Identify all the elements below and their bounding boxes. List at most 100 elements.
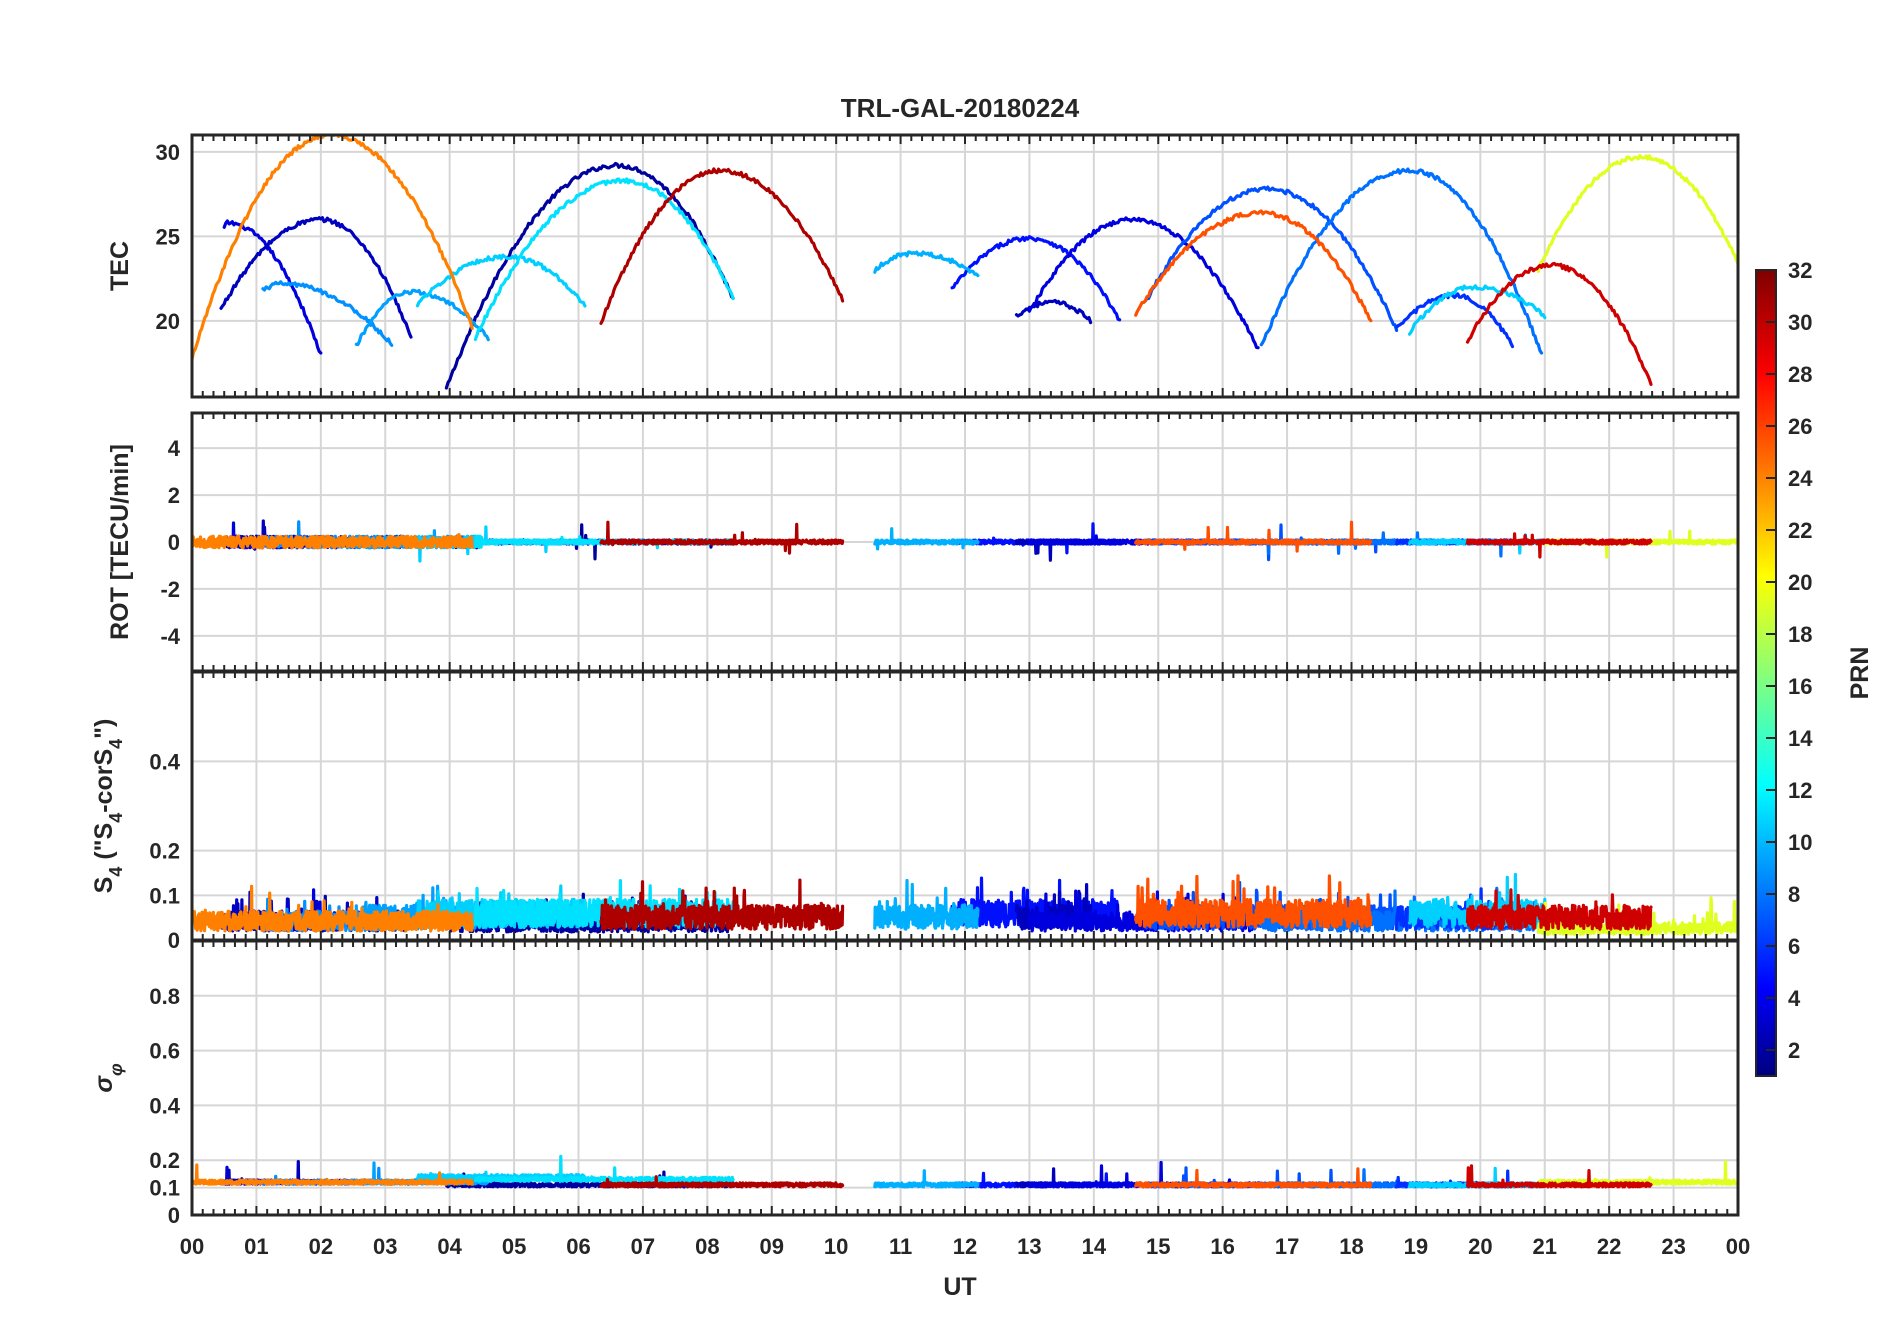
- colorbar-tick-label: 12: [1788, 778, 1812, 803]
- x-tick-label: 04: [437, 1234, 462, 1259]
- x-tick-label: 05: [502, 1234, 526, 1259]
- colorbar-tick-label: 22: [1788, 518, 1812, 543]
- x-tick-label: 03: [373, 1234, 397, 1259]
- series-line-prn-26: [1134, 209, 1373, 323]
- x-tick-label: 07: [631, 1234, 655, 1259]
- y-axis-label-part: -corS: [90, 749, 118, 813]
- y-tick-label: 0.6: [149, 1039, 180, 1064]
- y-tick-label: 0: [168, 1203, 180, 1228]
- colorbar-tick-label: 10: [1788, 830, 1812, 855]
- x-tick-label: 00: [1726, 1234, 1750, 1259]
- panel-sigma: 00.1 0.2 0.4 0.6 0.8 σφ: [90, 939, 1740, 1228]
- series-line-prn-11: [873, 250, 980, 278]
- series-line-prn-31: [599, 878, 845, 931]
- x-tick-label: 20: [1468, 1234, 1492, 1259]
- y-tick-label: 0: [168, 530, 180, 555]
- x-tick-label: 19: [1404, 1234, 1428, 1259]
- y-tick-label: 4: [168, 436, 181, 461]
- y-axis-label-part: S: [90, 877, 118, 894]
- series-line-prn-30: [1465, 1164, 1653, 1189]
- colorbar-gradient: [1755, 269, 1777, 1077]
- series-line-prn-13: [473, 1154, 735, 1184]
- colorbar-tick-label: 20: [1788, 570, 1812, 595]
- series-line-prn-7: [1143, 185, 1399, 332]
- y-axis-label-rot: ROT [TECU/min]: [106, 444, 134, 640]
- y-tick-label: 25: [156, 224, 180, 249]
- y-axis-label-tec: TEC: [106, 241, 134, 291]
- traces-tec: [192, 135, 1738, 390]
- x-tick-label: 22: [1597, 1234, 1621, 1259]
- series-line-prn-8: [1259, 167, 1544, 355]
- traces-rot: [192, 519, 1738, 563]
- x-axis-label: UT: [943, 1273, 976, 1301]
- x-tick-label: 15: [1146, 1234, 1170, 1259]
- y-axis-label-part: σ: [90, 1075, 118, 1093]
- y-tick-label: 0.2: [149, 1148, 180, 1173]
- x-tick-label: 14: [1082, 1234, 1107, 1259]
- y-tick-label: 0.8: [149, 984, 180, 1009]
- series-line-prn-4: [1027, 216, 1260, 350]
- colorbar-tick-label: 32: [1788, 258, 1812, 283]
- series-line-prn-31: [599, 520, 845, 555]
- colorbar-tick-label: 6: [1788, 934, 1800, 959]
- x-tick-label: 18: [1339, 1234, 1363, 1259]
- series-line-prn-11: [873, 527, 980, 551]
- series-line-prn-30: [1465, 261, 1653, 386]
- panel-tec: 20 25 30 TEC: [106, 133, 1740, 399]
- y-axis-label-sigma: σφ: [90, 1063, 126, 1093]
- panel-s4: 00.10.20.4S4 ("S4-corS4"): [90, 670, 1740, 953]
- series-line-prn-11: [873, 878, 980, 931]
- y-tick-label: -2: [160, 577, 180, 602]
- y-axis-label-s4: S4 ("S4-corS4"): [90, 719, 126, 894]
- colorbar-tick-label: 26: [1788, 414, 1812, 439]
- series-line-prn-30: [1465, 888, 1653, 931]
- x-tick-label: 12: [953, 1234, 977, 1259]
- x-tick-label: 09: [760, 1234, 784, 1259]
- colorbar-tick-label: 28: [1788, 362, 1812, 387]
- y-axis-label-part: 4: [106, 867, 126, 877]
- x-tick-label: 01: [244, 1234, 268, 1259]
- series-line-prn-6: [1394, 292, 1515, 349]
- colorbar-tick-label: 14: [1788, 726, 1813, 751]
- x-tick-label: 16: [1210, 1234, 1234, 1259]
- x-tick-label: 10: [824, 1234, 848, 1259]
- y-tick-label: 0.4: [149, 749, 180, 774]
- y-tick-label: -4: [160, 624, 180, 649]
- y-axis-label-part: 4: [106, 739, 126, 749]
- traces-s4: [192, 872, 1738, 937]
- panel-rot: -4 -2 0 2 4 ROT [TECU/min]: [106, 411, 1740, 673]
- series-line-prn-26: [1134, 520, 1373, 553]
- x-tick-label: 13: [1017, 1234, 1041, 1259]
- series-line-prn-12: [415, 253, 587, 308]
- series-line-prn-24: [192, 532, 474, 550]
- colorbar-tick-label: 4: [1788, 986, 1801, 1011]
- colorbar-tick-label: 8: [1788, 882, 1800, 907]
- series-line-prn-20: [1536, 154, 1738, 274]
- y-tick-label: 0.4: [149, 1093, 180, 1118]
- series-line-prn-11: [873, 1169, 980, 1189]
- series-line-prn-31: [599, 1175, 845, 1189]
- series-line-prn-31: [599, 167, 845, 325]
- y-tick-label: 0.2: [149, 839, 180, 864]
- series-line-prn-20: [1536, 896, 1738, 937]
- series-line-prn-24: [192, 135, 474, 361]
- y-axis-label-part: 4: [106, 813, 126, 823]
- colorbar-tick-label: 30: [1788, 310, 1812, 335]
- series-line-prn-2: [444, 161, 735, 390]
- colorbar-tick-label: 18: [1788, 622, 1812, 647]
- colorbar-label: PRN: [1846, 647, 1874, 700]
- y-tick-label: 0.1: [149, 1176, 180, 1201]
- y-tick-label: 30: [156, 140, 180, 165]
- series-line-prn-26: [1134, 1167, 1373, 1189]
- y-tick-label: 0.1: [149, 883, 180, 908]
- x-tick-label: 11: [889, 1234, 912, 1259]
- y-axis-label-part: ("S: [90, 823, 118, 867]
- series-line-prn-24: [192, 1163, 474, 1186]
- y-tick-label: 20: [156, 309, 180, 334]
- colorbar-tick-label: 2: [1788, 1038, 1800, 1063]
- series-line-prn-24: [192, 884, 474, 933]
